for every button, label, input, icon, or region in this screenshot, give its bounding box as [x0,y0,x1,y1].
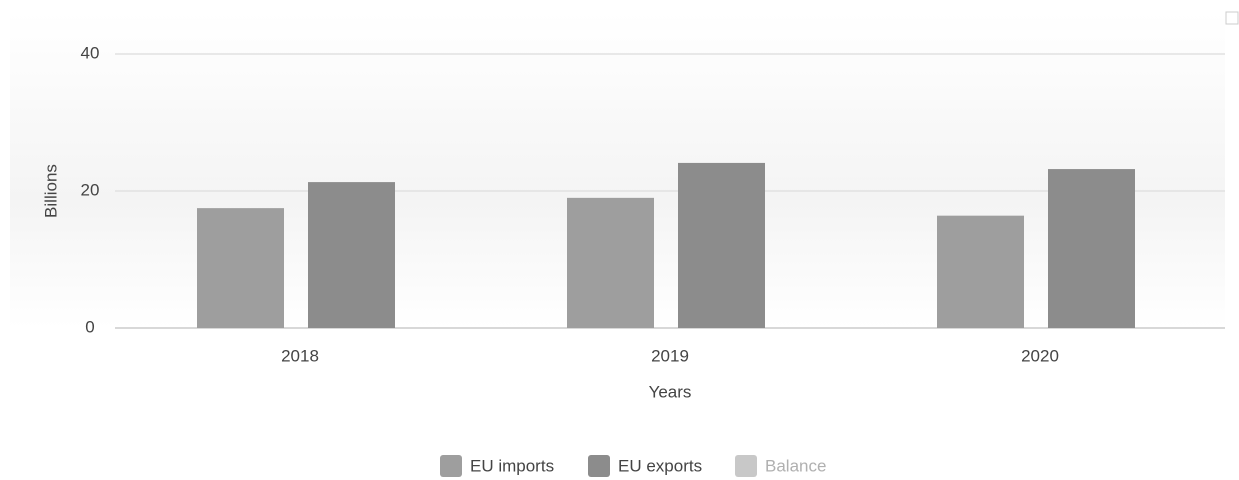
x-axis-title: Years [649,382,692,401]
y-axis-title: Billions [41,164,60,218]
bar [567,197,654,328]
bar [678,162,765,328]
bar [308,182,395,328]
legend-label: EU imports [470,456,554,475]
legend-swatch [588,455,610,477]
bar [937,215,1024,328]
legend-label: Balance [765,456,826,475]
x-tick-label: 2020 [1021,346,1059,365]
corner-icon [1225,11,1239,25]
x-tick-label: 2018 [281,346,319,365]
legend-swatch [735,455,757,477]
bar [197,208,284,328]
legend-swatch [440,455,462,477]
bar [1048,169,1135,328]
y-tick-label: 20 [81,180,100,199]
y-tick-label: 40 [81,43,100,62]
x-tick-label: 2019 [651,346,689,365]
y-tick-label: 0 [85,317,94,336]
legend-label: EU exports [618,456,702,475]
